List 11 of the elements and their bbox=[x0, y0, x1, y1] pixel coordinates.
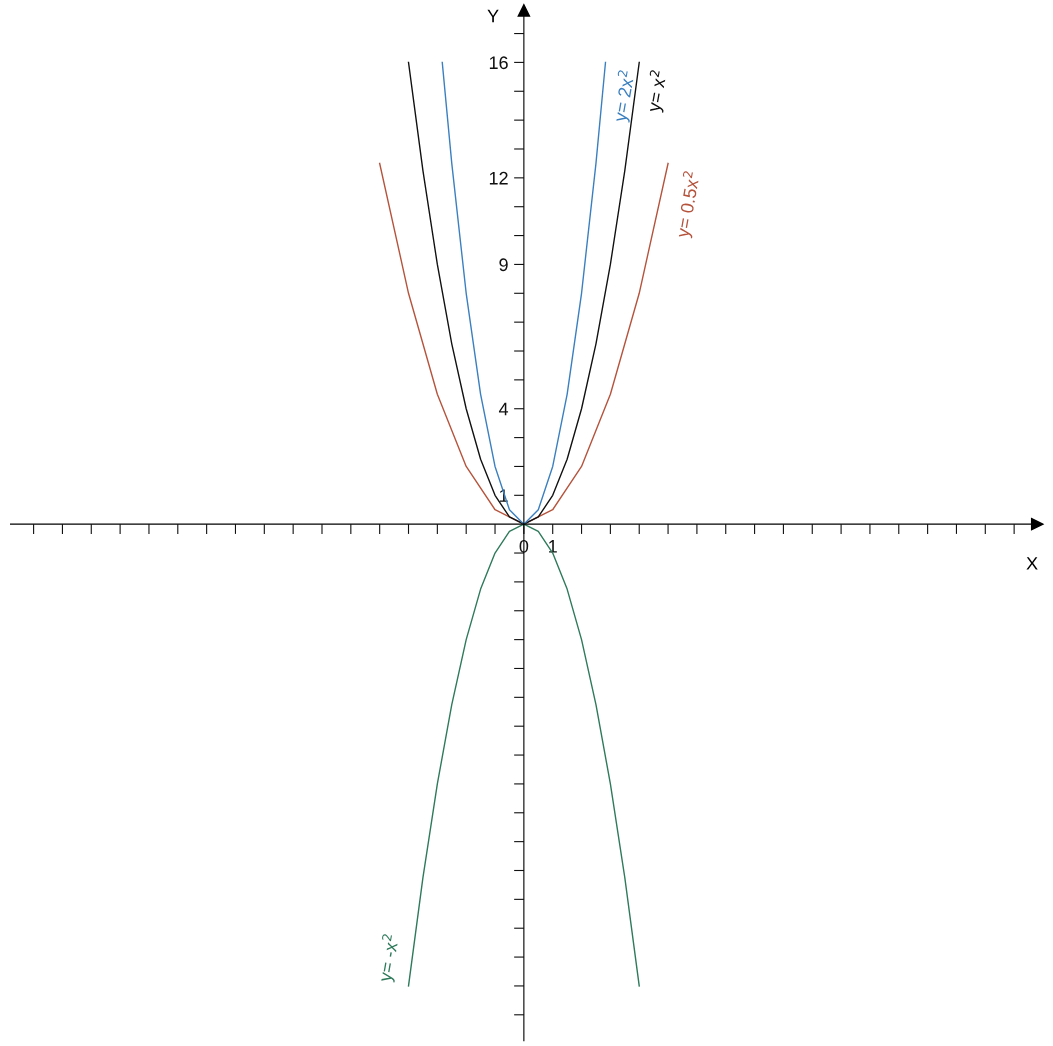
y-tick-label: 4 bbox=[498, 402, 509, 416]
text: y= -x$^{2}$ bbox=[374, 933, 403, 984]
text: y= x$^{2}$ bbox=[643, 69, 671, 114]
y-axis-title: Y bbox=[487, 9, 499, 23]
y-tick-label: 12 bbox=[489, 171, 508, 185]
text: y= 0.5x$^{2}$ bbox=[672, 170, 704, 239]
text: y= 2x$^{2}$ bbox=[609, 69, 639, 124]
x-axis-title: X bbox=[1026, 557, 1038, 570]
y-tick-label: 16 bbox=[489, 56, 508, 70]
line-series bbox=[407, 523, 640, 987]
y-tick-label: 9 bbox=[499, 258, 508, 272]
